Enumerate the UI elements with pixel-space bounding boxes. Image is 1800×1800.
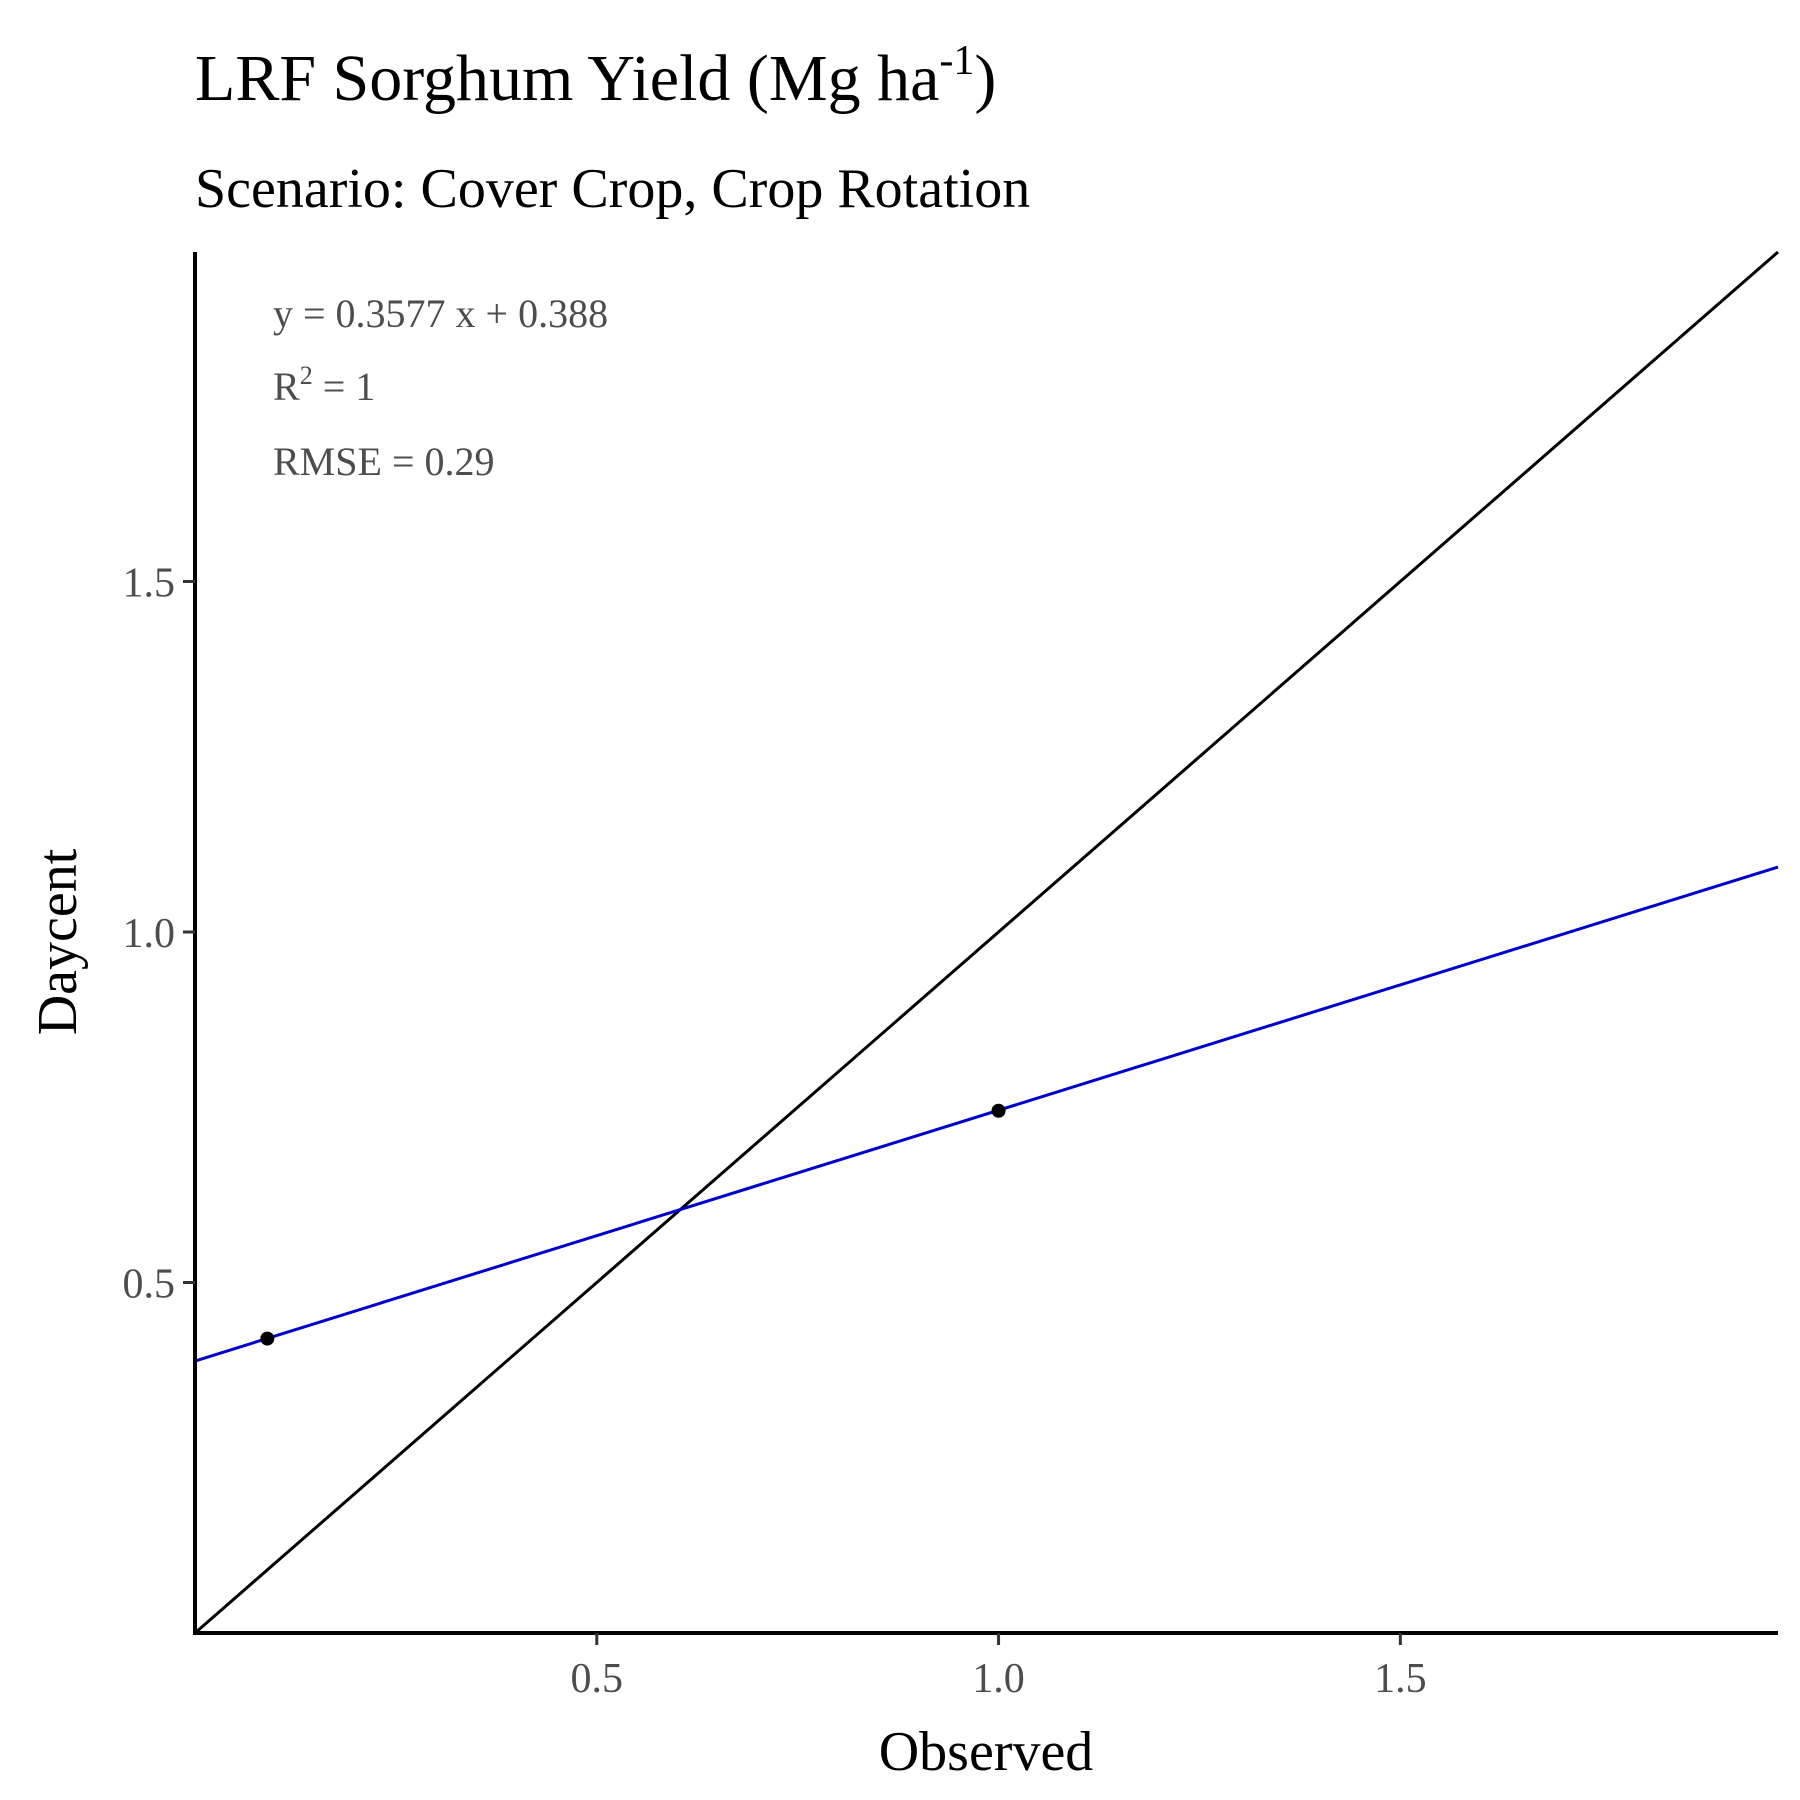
x-tick-label: 1.5: [1374, 1656, 1427, 1702]
regression-line: [194, 865, 1779, 1363]
x-tick-label: 1.0: [972, 1656, 1025, 1702]
data-point-1: [260, 1331, 275, 1346]
plot-area: [194, 250, 1779, 1635]
r-squared-superscript: 2: [300, 361, 313, 390]
x-tick-label: 0.5: [571, 1656, 624, 1702]
y-tick-label: 1.5: [123, 560, 176, 606]
chart-title: LRF Sorghum Yield (Mg ha-1): [195, 38, 996, 115]
equation-annotation: y = 0.3577 x + 0.388: [273, 291, 608, 336]
y-tick-label: 0.5: [123, 1261, 176, 1307]
chart-subtitle: Scenario: Cover Crop, Crop Rotation: [195, 158, 1030, 220]
r-squared-annotation: R2 = 1: [273, 361, 375, 409]
chart-title-superscript: -1: [939, 38, 974, 84]
one-to-one-line: [194, 250, 1779, 1635]
axis-ticks: 0.5 1.0 1.5 0.5 1.0 1.5: [123, 560, 1427, 1702]
chart-title-end: ): [974, 42, 996, 115]
chart-title-main: LRF Sorghum Yield (Mg ha: [195, 42, 939, 115]
r-squared-suffix: = 1: [313, 364, 376, 409]
rmse-annotation: RMSE = 0.29: [273, 439, 494, 484]
y-axis-title: Daycent: [27, 848, 89, 1035]
r-squared-prefix: R: [273, 364, 300, 409]
x-axis-title: Observed: [879, 1721, 1094, 1783]
y-tick-label: 1.0: [123, 911, 176, 957]
data-point-2: [991, 1103, 1006, 1118]
